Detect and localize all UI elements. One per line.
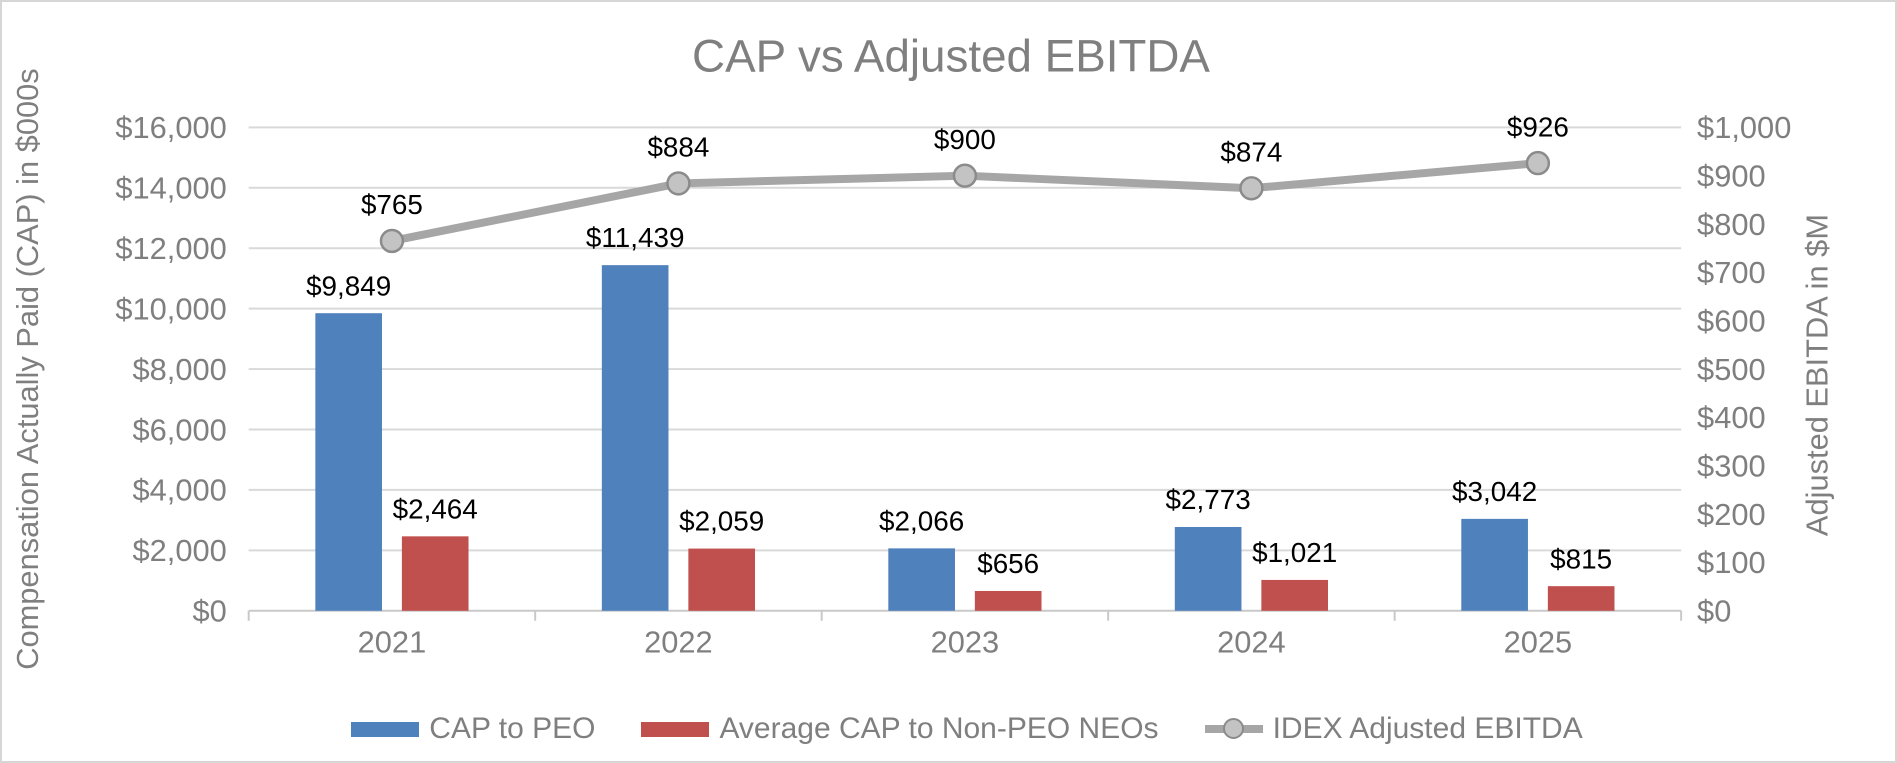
right-axis-tick-label: $400 [1697, 400, 1766, 435]
plot-area: $9,849 $11,439 $2,066 $2,773 $3,042 $2,464 $2,… [115, 110, 1791, 659]
bar-data-label: $2,059 [679, 506, 764, 537]
legend-item-idex-adjusted-ebitda: IDEX Adjusted EBITDA [1204, 712, 1583, 746]
bar-data-label: $815 [1550, 543, 1612, 574]
bar-data-label: $2,066 [879, 505, 964, 536]
bar-data-label: $2,464 [393, 493, 478, 524]
bar-cap-to-peo-2021 [315, 313, 382, 611]
bar-avg-cap-non-peo-2021 [401, 536, 469, 611]
right-axis-tick-label: $100 [1697, 545, 1766, 580]
line-data-label: $765 [361, 189, 423, 220]
line-data-label: $884 [647, 132, 709, 163]
left-axis-tick-label: $16,000 [115, 110, 226, 145]
bar-avg-cap-non-peo-2023 [974, 590, 1042, 611]
right-axis-tick-label: $300 [1697, 449, 1766, 484]
right-axis-tick-label: $900 [1697, 158, 1766, 193]
bar-data-label: $11,439 [586, 222, 685, 253]
bar-cap-to-peo-2024 [1174, 527, 1242, 611]
right-axis-tick-label: $500 [1697, 352, 1766, 387]
ebitda-point-2021 [379, 228, 405, 254]
right-axis-tick-label: $1,000 [1697, 110, 1791, 145]
bar-avg-cap-non-peo-2022 [688, 548, 756, 611]
legend: CAP to PEO Average CAP to Non-PEO NEOs I… [247, 706, 1687, 752]
left-axis-tick-label: $10,000 [115, 291, 226, 326]
right-axis-tick-label: $800 [1697, 207, 1766, 242]
ebitda-point-2023 [952, 163, 978, 188]
x-axis-label: 2021 [358, 624, 427, 659]
legend-label: CAP to PEO [429, 712, 596, 745]
blue-bar-swatch-icon [351, 721, 420, 737]
x-axis-label: 2025 [1504, 624, 1573, 659]
ebitda-point-2024 [1239, 176, 1264, 201]
left-axis-tick-label: $12,000 [115, 231, 226, 266]
legend-item-avg-cap-non-peo: Average CAP to Non-PEO NEOs [641, 712, 1159, 746]
right-axis-tick-label: $600 [1697, 304, 1766, 339]
ebitda-point-2025 [1525, 150, 1551, 176]
bar-data-label: $3,042 [1452, 476, 1537, 507]
legend-item-cap-to-peo: CAP to PEO [351, 712, 595, 746]
bar-avg-cap-non-peo-2024 [1261, 579, 1328, 611]
left-axis-tick-label: $4,000 [133, 473, 227, 508]
red-bar-swatch-icon [641, 721, 710, 737]
x-axis-label: 2022 [644, 624, 713, 659]
bar-data-label: $656 [977, 548, 1039, 579]
bar-cap-to-peo-2022 [601, 265, 669, 611]
line-data-label: $900 [934, 124, 996, 155]
left-axis-title: Compensation Actually Paid (CAP) in $000… [10, 68, 45, 669]
line-data-label: $874 [1220, 136, 1282, 167]
ebitda-point-2022 [666, 171, 691, 196]
line-marker-swatch-icon [1204, 718, 1263, 740]
legend-label: IDEX Adjusted EBITDA [1272, 712, 1583, 745]
left-axis-tick-label: $0 [193, 594, 227, 629]
bar-cap-to-peo-2025 [1461, 518, 1528, 611]
right-axis-title: Adjusted EBITDA in $M [1799, 214, 1834, 536]
bar-data-label: $2,773 [1166, 484, 1251, 515]
bar-data-label: $9,849 [306, 270, 391, 301]
bar-data-label: $1,021 [1252, 537, 1337, 568]
legend-label: Average CAP to Non-PEO NEOs [719, 712, 1159, 745]
left-axis-tick-label: $8,000 [133, 352, 227, 387]
right-axis-tick-label: $200 [1697, 497, 1766, 532]
x-axis-label: 2024 [1217, 624, 1286, 659]
right-axis-tick-label: $0 [1697, 594, 1731, 629]
chart-title: CAP vs Adjusted EBITDA [692, 31, 1210, 82]
left-axis-tick-label: $2,000 [133, 533, 227, 568]
left-axis-tick-label: $6,000 [133, 412, 227, 447]
x-axis-label: 2023 [931, 624, 1000, 659]
left-axis-tick-label: $14,000 [115, 171, 226, 206]
bar-cap-to-peo-2023 [888, 548, 955, 611]
right-axis-tick-label: $700 [1697, 255, 1766, 290]
bar-avg-cap-non-peo-2025 [1547, 586, 1615, 611]
line-data-label: $926 [1507, 111, 1569, 142]
